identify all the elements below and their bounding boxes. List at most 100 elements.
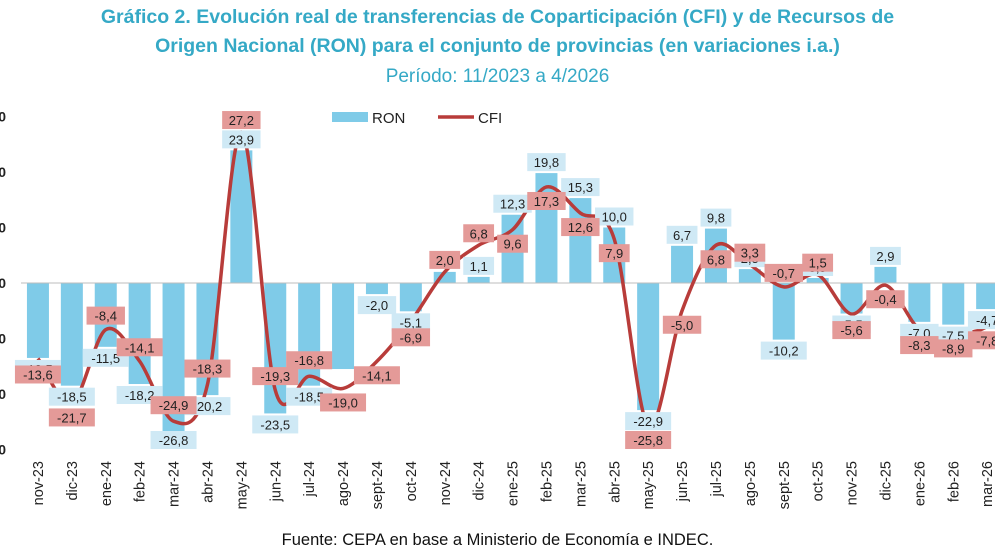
ron-data-label-text: 6,7: [673, 228, 691, 243]
ron-data-label-text: 10,0: [602, 210, 627, 225]
x-tick-label: oct-25: [811, 461, 827, 501]
x-tick-label: abr-25: [607, 461, 623, 503]
ron-data-label-text: -11,5: [91, 351, 120, 366]
x-tick-label: sept-24: [370, 461, 386, 509]
cfi-data-label-bg: [900, 336, 939, 355]
ron-data-label-bg: [357, 296, 397, 315]
x-tick-label: may-24: [234, 461, 250, 509]
ron-data-label-text: 15,3: [568, 180, 593, 195]
cfi-data-label-text: 6,8: [707, 252, 725, 267]
x-tick-label: nov-23: [31, 461, 47, 505]
x-tick-label: ene-25: [506, 461, 522, 506]
y-tick-label: 0: [0, 275, 6, 291]
y-tick-label: 0: [0, 164, 6, 180]
legend-ron-label: RON: [372, 110, 405, 127]
cfi-data-label: -19,0: [320, 393, 367, 412]
x-tick-label: dic-25: [878, 461, 894, 501]
ron-data-label: -4,7: [967, 311, 995, 330]
x-tick-label: ene-24: [99, 461, 115, 506]
x-tick-label: mar-24: [167, 461, 183, 507]
ron-data-label-bg: [527, 153, 566, 172]
cfi-data-label-bg: [286, 351, 333, 370]
cfi-data-label-text: -21,7: [57, 410, 87, 425]
cfi-data-label-text: -18,3: [193, 362, 223, 377]
ron-data-label: -5,1: [391, 313, 431, 332]
cfi-data-label: -13,6: [14, 365, 61, 384]
ron-data-label-bg: [48, 387, 95, 406]
cfi-data-label-bg: [86, 306, 125, 325]
ron-data-label-bg: [493, 194, 532, 213]
ron-data-label-bg: [870, 246, 901, 265]
ron-data-label: 19,8: [527, 153, 566, 172]
y-tick-label: 0: [0, 442, 6, 458]
x-tick-label: jul-25: [709, 461, 725, 497]
x-tick-label: nov-25: [845, 461, 861, 505]
ron-data-label-bg: [150, 431, 197, 449]
ron-data-label: 6,7: [666, 225, 698, 244]
cfi-data-label: 27,2: [222, 111, 261, 130]
ron-data-label: -22,9: [625, 412, 672, 431]
cfi-data-label-text: 2,0: [436, 253, 454, 268]
cfi-data-label: 2,0: [429, 250, 461, 269]
y-axis: 0 0 0 0 0 0 0: [0, 109, 6, 458]
chart-subtitle: Período: 11/2023 a 4/2026: [385, 66, 610, 87]
cfi-data-label-text: -8,4: [95, 309, 117, 324]
ron-data-label-bg: [222, 130, 261, 149]
x-tick-label: nov-24: [438, 461, 454, 505]
cfi-data-label-text: -8,3: [908, 338, 930, 353]
ron-bar: [399, 283, 422, 312]
x-axis: nov-23 dic-23 ene-24 feb-24 mar-24 abr-24 may-…: [31, 461, 995, 509]
cfi-data-label-bg: [734, 243, 766, 262]
ron-data-label: 1,1: [463, 256, 495, 275]
cfi-data-label-text: -8,9: [942, 341, 964, 356]
ron-data-label-text: -20,2: [193, 399, 223, 414]
cfi-data-label-text: -7,8: [976, 333, 995, 348]
ron-data-label-bg: [252, 415, 299, 434]
x-tick-label: feb-24: [133, 461, 149, 502]
ron-data-label-text: 1,1: [470, 259, 488, 274]
ron-bar: [738, 269, 761, 283]
cfi-data-label-bg: [463, 224, 495, 243]
ron-bar: [637, 283, 660, 411]
cfi-data-label-bg: [353, 366, 400, 385]
cfi-data-label-bg: [662, 315, 702, 334]
cfi-data-label: 9,6: [497, 234, 528, 253]
ron-bar: [467, 276, 490, 283]
cfi-data-label-bg: [14, 365, 61, 384]
cfi-data-label: 17,3: [527, 191, 566, 210]
cfi-data-label-bg: [934, 339, 973, 358]
cfi-data-label-text: 1,5: [809, 256, 827, 271]
x-tick-label: oct-24: [404, 461, 420, 501]
cfi-data-label: -5,0: [662, 315, 702, 334]
cfi-data-label: -6,9: [391, 328, 431, 347]
cfi-data-label-text: -19,0: [328, 395, 358, 410]
cfi-data-label-bg: [222, 111, 261, 130]
cfi-data-label: 1,5: [802, 253, 834, 272]
x-tick-label: dic-24: [472, 461, 488, 501]
cfi-data-label: -19,3: [252, 367, 299, 386]
ron-bar: [874, 266, 897, 283]
y-tick-label: 0: [0, 386, 6, 402]
cfi-data-label-text: -5,6: [840, 323, 862, 338]
cfi-data-label-text: 7,9: [605, 246, 623, 261]
cfi-data-label-bg: [252, 367, 299, 386]
cfi-data-label-text: -13,6: [23, 367, 53, 382]
ron-data-label-text: 23,9: [229, 132, 254, 147]
x-tick-label: feb-25: [539, 461, 555, 502]
cfi-data-label-bg: [320, 393, 367, 412]
x-tick-label: ago-24: [336, 461, 352, 506]
ron-bar: [976, 283, 995, 310]
ron-data-label-bg: [666, 225, 698, 244]
y-tick-label: 0: [0, 109, 6, 125]
ron-data-label-text: -26,8: [159, 433, 189, 448]
cfi-data-label-bg: [116, 338, 163, 357]
ron-data-label-text: -22,9: [633, 414, 663, 429]
ron-data-label: -2,0: [357, 296, 397, 315]
cfi-data-label: 6,8: [700, 250, 732, 269]
cfi-data-label-bg: [497, 234, 528, 253]
cfi-data-label-bg: [866, 290, 905, 309]
cfi-data-label-bg: [429, 250, 461, 269]
cfi-data-label-text: 3,3: [741, 246, 759, 261]
cfi-data-label: -8,9: [934, 339, 973, 358]
